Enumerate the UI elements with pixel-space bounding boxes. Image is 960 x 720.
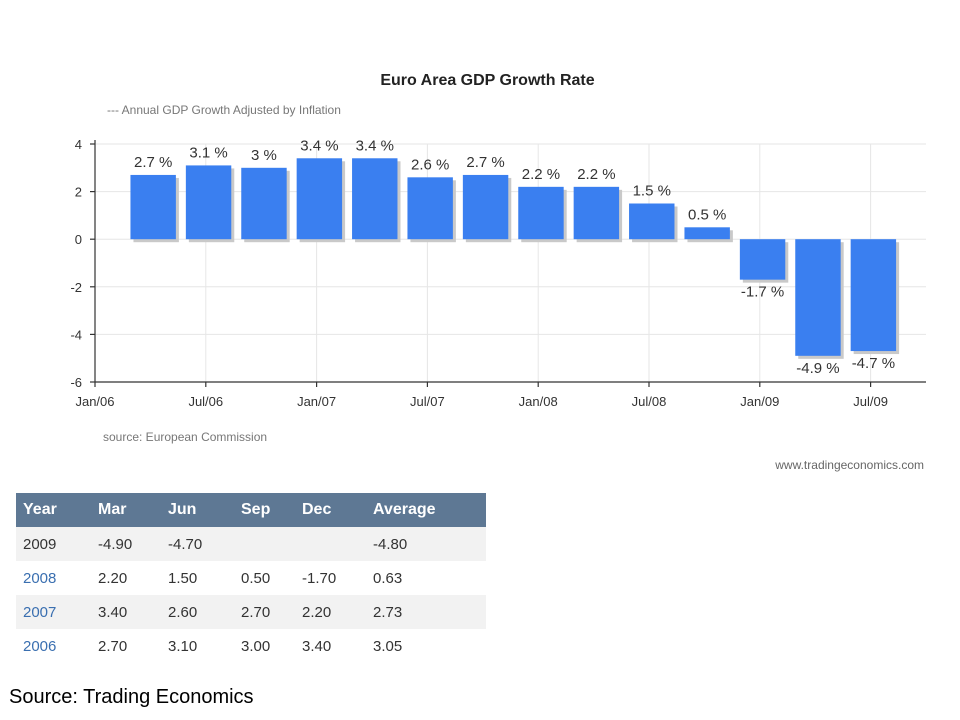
x-tick-label: Jan/08 [519,394,558,409]
cell-mar: -4.90 [91,527,161,561]
gdp-table: Year Mar Jun Sep Dec Average 2009 -4.90 … [16,493,486,663]
cell-year[interactable]: 2007 [16,595,91,629]
cell-sep: 0.50 [241,569,271,587]
y-tick-label: 0 [75,232,82,247]
data-label: -4.7 % [852,355,895,372]
cell-sep: 2.70 [234,595,295,629]
gdp-chart: Euro Area GDP Growth Rate --- Annual GDP… [70,72,926,472]
bar [795,239,841,356]
bar [185,165,232,240]
cell-mar: 2.70 [98,637,128,655]
bar [518,186,564,240]
x-tick-label: Jul/08 [632,394,667,409]
cell-dec: -1.70 [302,569,337,587]
y-tick-label: -2 [70,280,82,295]
x-tick-label: Jan/06 [75,394,114,409]
data-label: 3.1 % [189,144,227,161]
cell-year[interactable]: 2006 [23,637,57,655]
x-tick-label: Jan/07 [297,394,336,409]
data-label: 2.2 % [577,166,615,183]
bar [739,239,786,280]
chart-plot: 4 2 0 -2 -4 -6 Jan/06 Jul/06 Jan/07 Jul/07 Jan/08 J… [70,137,926,409]
cell-jun: 2.60 [161,595,234,629]
cell-dec [295,527,366,561]
table-row: 2007 3.40 2.60 2.70 2.20 2.73 [16,595,486,629]
cell-sep: 3.00 [241,637,271,655]
cell-dec: 3.40 [302,637,332,655]
table-row: 2006 2.70 3.10 3.00 3.40 3.05 [16,629,486,663]
bar [850,239,897,352]
data-label: 3 % [251,147,277,164]
bar [407,177,453,240]
x-tick-label: Jul/09 [853,394,888,409]
cell-average: 3.05 [373,637,403,655]
cell-year: 2009 [16,527,91,561]
cell-average: -4.80 [366,527,486,561]
data-label: 2.2 % [522,166,560,183]
bar [462,174,509,240]
x-tick-label: Jan/09 [740,394,779,409]
y-tick-label: 2 [75,185,82,200]
data-label: 2.7 % [466,154,504,171]
header-year: Year [16,493,91,527]
page-footer-source: Source: Trading Economics [9,686,254,708]
data-label: 3.4 % [356,137,394,154]
header-sep: Sep [234,493,295,527]
bar [296,158,343,240]
cell-average: 2.73 [366,595,486,629]
chart-source: source: European Commission [103,430,268,444]
cell-dec: 2.20 [295,595,366,629]
header-average: Average [366,493,486,527]
table-row: 2008 2.20 1.50 0.50 -1.70 0.63 [16,561,486,595]
bar [684,227,730,240]
table-row: 2009 -4.90 -4.70 -4.80 [16,527,486,561]
cell-year[interactable]: 2008 [23,569,57,587]
data-label: 3.4 % [300,137,338,154]
table-header-row: Year Mar Jun Sep Dec Average [16,493,486,527]
x-tick-label: Jul/07 [410,394,445,409]
cell-mar: 2.20 [98,569,128,587]
chart-title: Euro Area GDP Growth Rate [380,72,595,89]
data-label: 2.7 % [134,154,172,171]
y-tick-label: -6 [70,375,82,390]
data-label: -1.7 % [741,284,784,301]
cell-jun: 1.50 [168,569,198,587]
header-dec: Dec [295,493,366,527]
bar [241,167,287,240]
bar [352,158,398,240]
cell-jun: -4.70 [161,527,234,561]
bar [130,174,176,240]
header-jun: Jun [161,493,234,527]
x-tick-label: Jul/06 [188,394,223,409]
y-tick-label: 4 [75,137,82,152]
data-label: -4.9 % [796,360,839,377]
cell-mar: 3.40 [91,595,161,629]
data-label: 0.5 % [688,206,726,223]
header-mar: Mar [91,493,161,527]
chart-credit[interactable]: www.tradingeconomics.com [775,458,924,472]
cell-sep [234,527,295,561]
cell-average: 0.63 [373,569,403,587]
data-label: 1.5 % [633,183,671,200]
bar [573,186,620,240]
bar [629,203,675,240]
data-label: 2.6 % [411,156,449,173]
cell-jun: 3.10 [168,637,198,655]
y-tick-label: -4 [70,327,82,342]
chart-subtitle: --- Annual GDP Growth Adjusted by Inflat… [107,103,341,117]
